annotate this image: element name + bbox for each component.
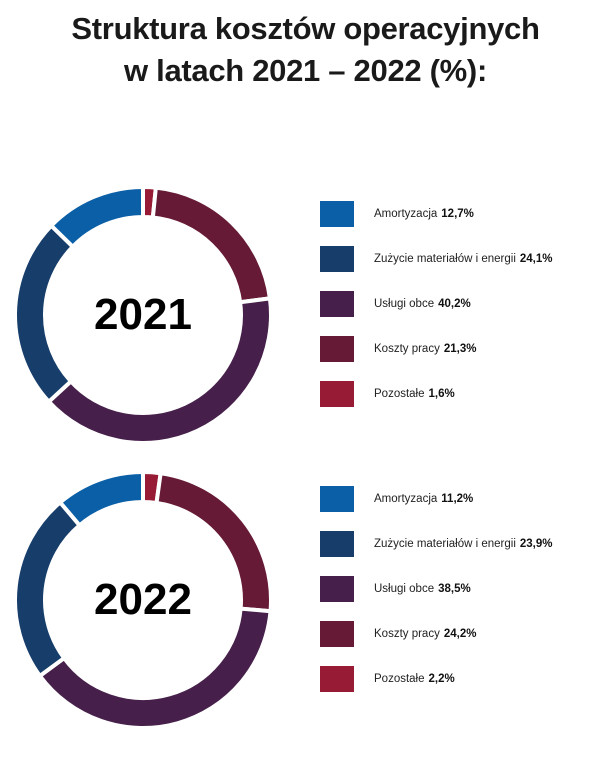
legend-item: Zużycie materiałów i energii 24,1%	[320, 245, 553, 273]
legend-swatch	[320, 486, 354, 512]
chart-title: Struktura kosztów operacyjnych w latach …	[0, 8, 611, 92]
legend-value: 40,2%	[438, 298, 471, 310]
donut-chart-2021: 2021 Amortyzacja 12,7% Zużycie materiałów …	[0, 180, 611, 470]
legend-item: Zużycie materiałów i energii 23,9%	[320, 530, 553, 558]
legend-item: Amortyzacja 12,7%	[320, 200, 474, 228]
legend-swatch	[320, 621, 354, 647]
legend-value: 12,7%	[441, 208, 474, 220]
legend-swatch	[320, 666, 354, 692]
legend-item: Pozostałe 1,6%	[320, 380, 455, 408]
legend-swatch	[320, 201, 354, 227]
legend-value: 24,2%	[443, 628, 477, 640]
legend-label: Usługi obce 40,2%	[374, 298, 471, 310]
legend-swatch	[320, 246, 354, 272]
legend-value: 11,2%	[441, 493, 474, 505]
donut-svg-2022	[13, 469, 273, 730]
legend-label: Usługi obce 38,5%	[374, 583, 471, 595]
slice-amortyzacja	[48, 184, 145, 250]
donut-svg-2021	[13, 184, 273, 445]
legend-item: Koszty pracy 24,2%	[320, 620, 476, 648]
legend-label: Zużycie materiałów i energii 23,9%	[374, 538, 553, 550]
legend-value: 21,3%	[443, 343, 477, 355]
donut-chart-2022: 2022 Amortyzacja 11,2% Zużycie materiałów …	[0, 465, 611, 755]
legend-label: Amortyzacja 11,2%	[374, 493, 474, 505]
legend-value: 23,9%	[519, 538, 553, 550]
legend-value: 1,6%	[428, 388, 455, 400]
legend-label: Amortyzacja 12,7%	[374, 208, 474, 220]
title-line-2: w latach 2021 – 2022 (%):	[124, 53, 487, 88]
slice-amortyzacja	[57, 469, 145, 529]
legend-swatch	[320, 381, 354, 407]
legend-value: 38,5%	[438, 583, 471, 595]
legend-item: Usługi obce 40,2%	[320, 290, 471, 318]
legend-item: Koszty pracy 21,3%	[320, 335, 476, 363]
center-label-2022: 2022	[94, 575, 192, 624]
title-line-1: Struktura kosztów operacyjnych	[71, 11, 540, 46]
center-label-2021: 2021	[94, 290, 192, 339]
legend-swatch	[320, 336, 354, 362]
legend-value: 24,1%	[519, 253, 553, 265]
legend-item: Amortyzacja 11,2%	[320, 485, 473, 513]
legend-value: 2,2%	[428, 673, 455, 685]
legend-label: Koszty pracy 24,2%	[374, 628, 477, 640]
legend-label: Pozostałe 1,6%	[374, 388, 455, 400]
legend-label: Pozostałe 2,2%	[374, 673, 455, 685]
legend-label: Koszty pracy 21,3%	[374, 343, 477, 355]
legend-label: Zużycie materiałów i energii 24,1%	[374, 253, 553, 265]
legend-swatch	[320, 291, 354, 317]
legend-item: Pozostałe 2,2%	[320, 665, 455, 693]
legend-swatch	[320, 531, 354, 557]
legend-item: Usługi obce 38,5%	[320, 575, 471, 603]
legend-swatch	[320, 576, 354, 602]
